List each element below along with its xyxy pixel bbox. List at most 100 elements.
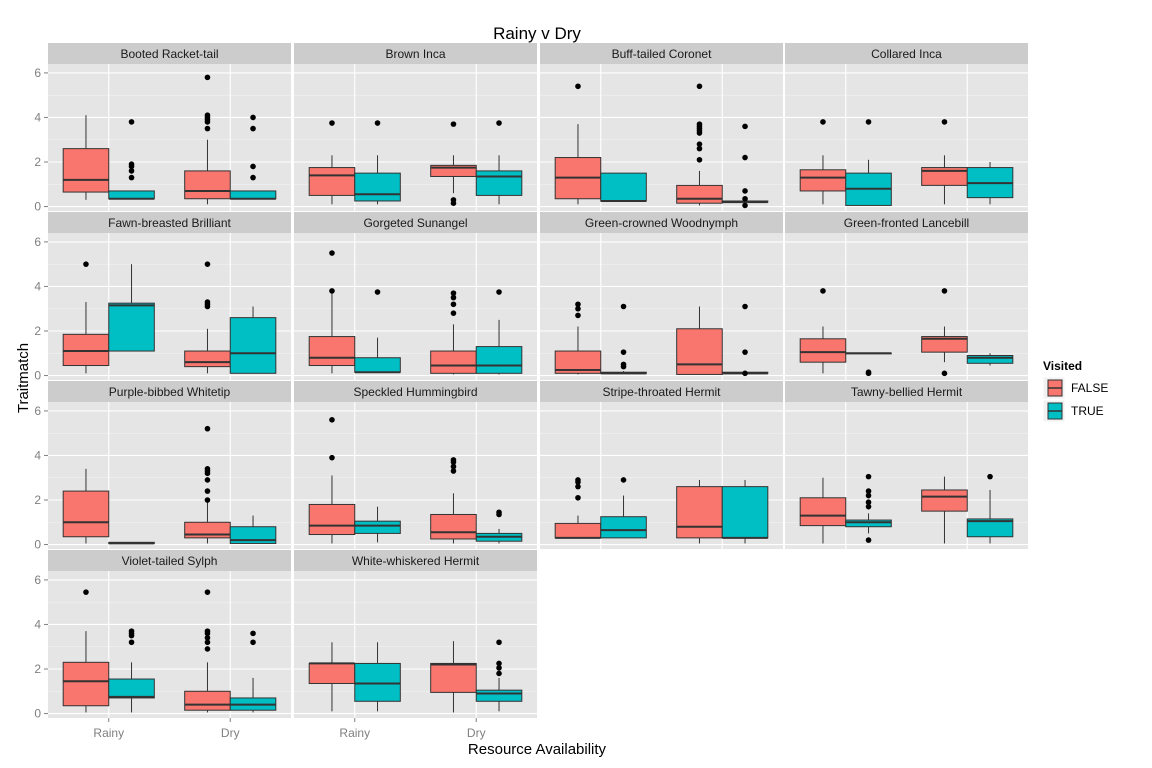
box-iqr: [229, 317, 277, 374]
outlier-point: [865, 119, 872, 125]
y-tick-label: 0: [34, 200, 41, 214]
box-plot-false: [430, 290, 477, 375]
box-plot-true: [600, 477, 647, 539]
box-iqr: [354, 662, 401, 702]
box-iqr: [921, 489, 968, 512]
box-plot-false: [308, 250, 356, 374]
outlier-point: [865, 503, 872, 510]
outlier-point: [742, 303, 748, 310]
y-tick-label: 6: [34, 573, 41, 587]
box-plot-false: [430, 121, 477, 207]
outlier-point: [620, 303, 627, 310]
outlier-point: [575, 312, 581, 319]
outlier-point: [450, 197, 457, 203]
box-plot-true: [475, 120, 523, 205]
box-plot-true: [475, 289, 523, 375]
box-iqr: [62, 333, 110, 367]
box-iqr: [799, 338, 847, 363]
outlier-point: [941, 370, 948, 377]
box-plot-false: [62, 589, 110, 713]
box-iqr: [308, 167, 356, 196]
box-plot-false: [184, 425, 231, 544]
outlier-point: [329, 250, 335, 256]
y-tick-label: 2: [34, 155, 41, 169]
box-iqr: [308, 662, 356, 684]
y-tick-label: 2: [34, 324, 41, 338]
box-iqr: [184, 350, 231, 368]
box-iqr: [354, 172, 401, 202]
outlier-point: [83, 589, 89, 595]
facet-strip-label: Buff-tailed Coronet: [612, 47, 713, 61]
outlier-point: [128, 174, 135, 181]
box-plot-true: [108, 264, 155, 352]
y-tick-label: 4: [34, 617, 41, 631]
facet-strip-label: Fawn-breasted Brilliant: [108, 216, 231, 230]
facet-panel: Purple-bibbed Whitetip 0 2 4 6: [34, 381, 291, 552]
outlier-point: [204, 635, 211, 641]
outlier-point: [450, 468, 457, 474]
box-plot-true: [966, 353, 1014, 366]
legend-title: Visited: [1043, 359, 1082, 373]
x-tick-label: Dry: [467, 726, 486, 740]
box-iqr: [845, 519, 892, 528]
outlier-point: [250, 163, 256, 170]
box-iqr: [184, 521, 231, 539]
facet-strip: [785, 212, 1028, 233]
facet-strip-label: White-whiskered Hermit: [352, 554, 480, 568]
box-iqr: [62, 148, 110, 193]
box-plot-false: [184, 261, 231, 374]
box-iqr: [354, 520, 401, 534]
outlier-point: [204, 488, 211, 494]
facet-panel: Green-fronted Lancebill: [785, 212, 1028, 380]
outlier-point: [696, 156, 703, 163]
outlier-point: [496, 289, 502, 295]
outlier-point: [329, 120, 335, 126]
box-plot-true: [108, 119, 155, 200]
outlier-point: [865, 473, 872, 480]
box-iqr: [308, 336, 356, 367]
facet-strip: [540, 212, 783, 233]
box-iqr: [554, 522, 602, 539]
box-plot-true: [845, 119, 892, 206]
outlier-point: [696, 145, 703, 152]
box-plot-true: [229, 630, 277, 713]
facet-panels: Booted Racket-tail 0 2 4 6 Brown Inca Buff-tai…: [34, 43, 1028, 740]
outlier-point: [329, 417, 335, 423]
outlier-point: [575, 483, 581, 490]
outlier-point: [83, 261, 89, 267]
outlier-point: [204, 628, 211, 634]
facet-strip-label: Violet-tailed Sylph: [122, 554, 218, 568]
outlier-point: [128, 119, 135, 125]
box-iqr: [554, 350, 602, 374]
facet-panel: Tawny-bellied Hermit: [785, 381, 1028, 549]
box-iqr: [676, 184, 723, 204]
box-iqr: [600, 516, 647, 539]
facet-strip-label: Collared Inca: [871, 47, 942, 61]
facet-panel: Speckled Hummingbird: [294, 381, 537, 549]
outlier-point: [575, 83, 581, 90]
box-iqr: [966, 355, 1014, 364]
box-plot-true: [108, 541, 155, 545]
chart-title: Rainy v Dry: [493, 24, 581, 43]
facet-panel: Green-crowned Woodnymph: [540, 212, 783, 380]
box-plot-false: [184, 74, 231, 205]
legend-label: FALSE: [1071, 381, 1108, 395]
outlier-point: [450, 457, 457, 463]
box-iqr: [921, 336, 968, 353]
box-iqr: [108, 302, 155, 352]
box-plot-false: [921, 476, 968, 544]
outlier-point: [450, 294, 457, 301]
outlier-point: [204, 466, 211, 472]
outlier-point: [374, 289, 381, 295]
facet-strip-label: Brown Inca: [385, 47, 445, 61]
facet-strip-label: Stripe-throated Hermit: [602, 385, 721, 399]
box-iqr: [108, 190, 155, 200]
outlier-point: [204, 299, 211, 305]
outlier-point: [742, 154, 748, 161]
box-plot-true: [229, 306, 277, 374]
facet-strip: [540, 381, 783, 402]
facet-strip-label: Green-fronted Lancebill: [844, 216, 969, 230]
box-plot-false: [676, 83, 723, 206]
outlier-point: [865, 488, 872, 494]
